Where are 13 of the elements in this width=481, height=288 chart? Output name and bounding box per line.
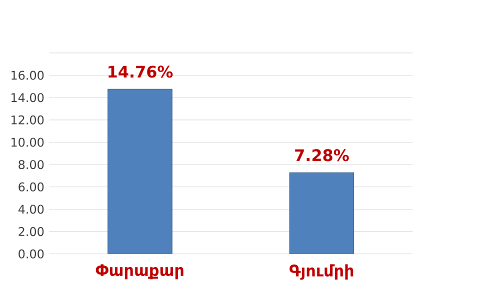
y-tick-label: 12.00 [12,115,44,124]
y-tick-label: 6.00 [18,182,44,192]
y-tick-label: 10.00 [12,138,44,147]
y-tick-label: 14.00 [12,93,44,102]
y-tick-label: 8.00 [18,160,44,170]
y-tick-label: 2.00 [18,227,44,236]
x-tick-label: Փարաքար [96,264,184,280]
y-tick-label: 16.00 [12,70,44,80]
x-tick-label: Գյումրի [290,264,354,280]
data-label: 14.76% [108,66,173,78]
y-tick-label: 0.00 [18,249,44,258]
data-label: 7.28% [295,149,349,162]
y-tick-label: 4.00 [18,204,44,214]
